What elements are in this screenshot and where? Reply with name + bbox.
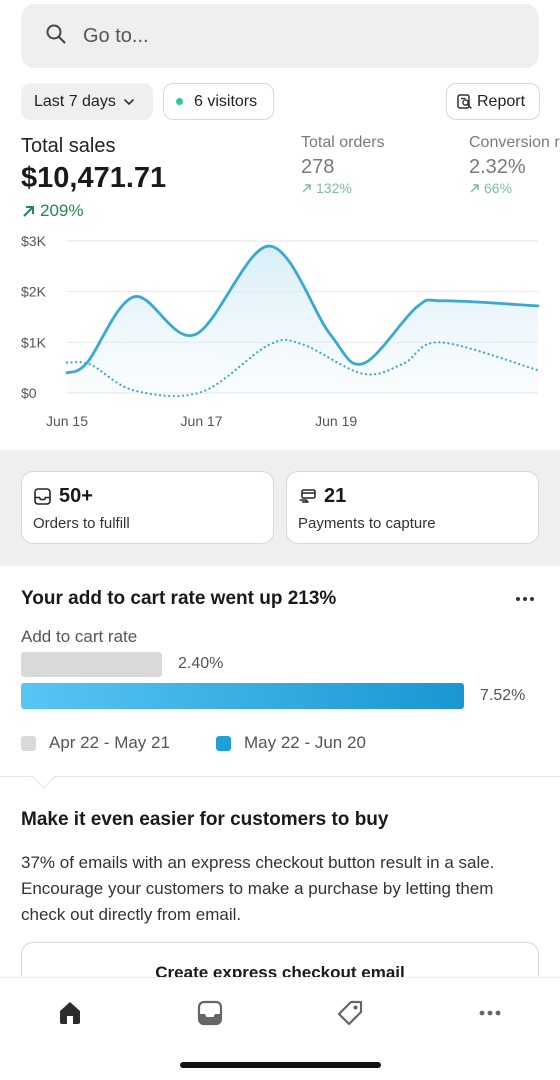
legend-current: May 22 - Jun 20: [216, 733, 366, 753]
current-period-bar: [21, 683, 464, 709]
callout-notch: [31, 764, 56, 789]
y-tick-label: $0: [21, 385, 37, 401]
inbox-icon: [34, 488, 51, 505]
total-sales-change: 209%: [21, 201, 83, 221]
tab-products[interactable]: [330, 995, 370, 1031]
arrow-up-right-icon: [470, 183, 479, 193]
conversion-value: 2.32%: [469, 156, 526, 178]
x-tick-label: Jun 19: [315, 413, 357, 429]
current-period-value: 7.52%: [480, 687, 526, 704]
insight-more-button[interactable]: [509, 591, 541, 607]
y-tick-label: $1K: [21, 334, 47, 350]
previous-period-value: 2.40%: [178, 655, 224, 672]
home-indicator: [180, 1062, 381, 1068]
more-dot-icon: [516, 597, 520, 601]
search-icon: [45, 23, 67, 50]
tab-more[interactable]: [470, 995, 510, 1031]
tab-home[interactable]: [50, 995, 90, 1031]
recommendation-body: 37% of emails with an express checkout b…: [21, 853, 495, 924]
arrow-up-right-icon: [302, 183, 311, 193]
visitors-label: 6 visitors: [194, 92, 258, 110]
orders-label: Orders to fulfill: [33, 515, 130, 532]
payments-label: Payments to capture: [298, 515, 436, 532]
y-tick-label: $2K: [21, 284, 47, 300]
add-to-cart-rate-label: Add to cart rate: [21, 627, 138, 646]
report-label: Report: [477, 92, 526, 110]
total-sales-change-value: 209%: [40, 201, 84, 220]
more-icon: [479, 1010, 501, 1016]
y-tick-label: $3K: [21, 233, 47, 249]
orders-count: 50+: [59, 485, 93, 507]
period-label: Last 7 days: [34, 92, 116, 110]
conversion-label: Conversion rate: [469, 134, 560, 151]
inbox-icon: [197, 1000, 223, 1026]
total-sales-label: Total sales: [21, 135, 116, 157]
insight-title: Your add to cart rate went up 213%: [21, 588, 337, 609]
series-area: [67, 246, 538, 393]
payments-count: 21: [324, 485, 347, 507]
report-button[interactable]: Report: [446, 83, 540, 120]
live-visitors-button[interactable]: 6 visitors: [163, 83, 274, 120]
payments-to-capture-card[interactable]: 21 Payments to capture: [286, 471, 539, 544]
live-dot-icon: [176, 98, 183, 105]
arrow-up-right-icon: [23, 205, 34, 217]
total-orders-change-value: 132%: [316, 180, 352, 196]
previous-period-bar: [21, 652, 162, 677]
conversion-change-value: 66%: [484, 180, 513, 196]
tag-icon: [337, 1000, 363, 1026]
recommendation-title: Make it even easier for customers to buy: [21, 809, 389, 830]
legend-previous-label: Apr 22 - May 21: [49, 733, 170, 752]
period-dropdown[interactable]: Last 7 days: [21, 83, 153, 120]
search-input[interactable]: [83, 24, 483, 48]
home-icon: [60, 1002, 80, 1024]
total-orders-change: 132%: [301, 180, 352, 196]
payment-hand-icon: [299, 489, 316, 503]
legend-swatch-current: [216, 735, 231, 751]
search-bar[interactable]: [21, 4, 539, 68]
orders-to-fulfill-card[interactable]: 50+ Orders to fulfill: [21, 471, 274, 544]
tab-orders[interactable]: [190, 995, 230, 1031]
more-dot-icon: [530, 597, 534, 601]
chevron-down-icon: [124, 98, 134, 105]
total-orders-value: 278: [301, 156, 335, 178]
x-tick-label: Jun 15: [46, 413, 88, 429]
total-orders-label: Total orders: [301, 134, 385, 151]
total-sales-value: $10,471.71: [21, 162, 167, 194]
conversion-change: 66%: [469, 180, 512, 196]
sales-line-chart: $3K $2K $1K $0 Jun 15 Jun 17 Jun 19: [21, 233, 540, 429]
comparison-series-line: [65, 338, 540, 398]
legend-swatch-previous: [21, 735, 36, 751]
legend-current-label: May 22 - Jun 20: [244, 733, 366, 752]
x-tick-label: Jun 17: [181, 413, 223, 429]
report-icon: [457, 94, 472, 109]
legend-previous: Apr 22 - May 21: [21, 733, 170, 753]
more-dot-icon: [523, 597, 527, 601]
section-divider: [0, 776, 560, 777]
current-series-line: [65, 244, 540, 375]
